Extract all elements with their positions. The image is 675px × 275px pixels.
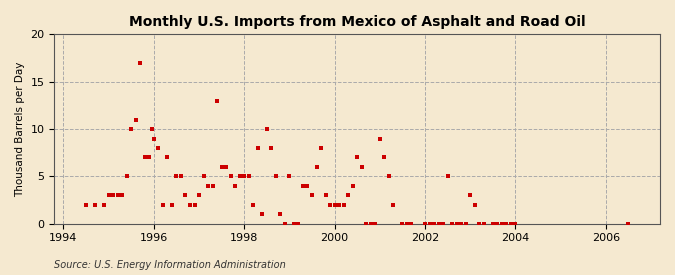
Point (469, 203, 480, 207)
Point (623, 222, 634, 226)
Point (122, 174, 132, 179)
Point (284, 174, 295, 179)
Point (293, 222, 304, 226)
Title: Monthly U.S. Imports from Mexico of Asphalt and Road Oil: Monthly U.S. Imports from Mexico of Asph… (129, 15, 585, 29)
Point (501, 222, 512, 226)
Point (90, 203, 101, 207)
Point (189, 203, 200, 207)
Point (157, 203, 168, 207)
Point (311, 165, 322, 169)
Point (243, 174, 254, 179)
Point (325, 203, 335, 207)
Point (184, 203, 195, 207)
Point (248, 203, 259, 207)
Point (176, 174, 186, 179)
Point (194, 193, 205, 197)
Point (496, 222, 507, 226)
Point (103, 193, 114, 197)
Point (148, 136, 159, 141)
Point (271, 174, 281, 179)
Point (162, 155, 173, 160)
Point (383, 174, 394, 179)
Point (288, 222, 299, 226)
Point (180, 193, 191, 197)
Point (275, 212, 286, 216)
Point (257, 212, 268, 216)
Point (266, 146, 277, 150)
Point (429, 222, 439, 226)
Point (320, 193, 331, 197)
Point (338, 203, 349, 207)
Point (316, 146, 327, 150)
Point (80, 203, 91, 207)
Y-axis label: Thousand Barrels per Day: Thousand Barrels per Day (15, 61, 25, 197)
Point (343, 193, 354, 197)
Point (146, 127, 157, 131)
Point (379, 155, 389, 160)
Point (171, 174, 182, 179)
Point (424, 222, 435, 226)
Point (279, 222, 290, 226)
Point (420, 222, 431, 226)
Point (329, 203, 340, 207)
Point (239, 174, 250, 179)
Point (126, 127, 136, 131)
Point (261, 127, 272, 131)
Point (135, 60, 146, 65)
Point (117, 193, 128, 197)
Point (333, 203, 344, 207)
Point (402, 222, 412, 226)
Point (225, 174, 236, 179)
Point (510, 222, 521, 226)
Point (306, 193, 317, 197)
Point (216, 165, 227, 169)
Point (202, 184, 213, 188)
Point (302, 184, 313, 188)
Point (198, 174, 209, 179)
Text: Source: U.S. Energy Information Administration: Source: U.S. Energy Information Administ… (54, 260, 286, 270)
Point (347, 184, 358, 188)
Point (361, 222, 372, 226)
Point (252, 146, 263, 150)
Point (397, 222, 408, 226)
Point (388, 203, 399, 207)
Point (298, 184, 308, 188)
Point (365, 222, 376, 226)
Point (474, 222, 485, 226)
Point (375, 136, 385, 141)
Point (99, 203, 109, 207)
Point (465, 193, 476, 197)
Point (221, 165, 232, 169)
Point (437, 222, 448, 226)
Point (356, 165, 367, 169)
Point (207, 184, 218, 188)
Point (167, 203, 178, 207)
Point (433, 222, 444, 226)
Point (144, 155, 155, 160)
Point (130, 117, 141, 122)
Point (230, 184, 240, 188)
Point (460, 222, 471, 226)
Point (479, 222, 489, 226)
Point (406, 222, 417, 226)
Point (492, 222, 503, 226)
Point (456, 222, 466, 226)
Point (487, 222, 498, 226)
Point (442, 174, 453, 179)
Point (447, 222, 458, 226)
Point (108, 193, 119, 197)
Point (370, 222, 381, 226)
Point (234, 174, 245, 179)
Point (451, 222, 462, 226)
Point (153, 146, 164, 150)
Point (506, 222, 516, 226)
Point (112, 193, 123, 197)
Point (352, 155, 362, 160)
Point (212, 98, 223, 103)
Point (140, 155, 151, 160)
